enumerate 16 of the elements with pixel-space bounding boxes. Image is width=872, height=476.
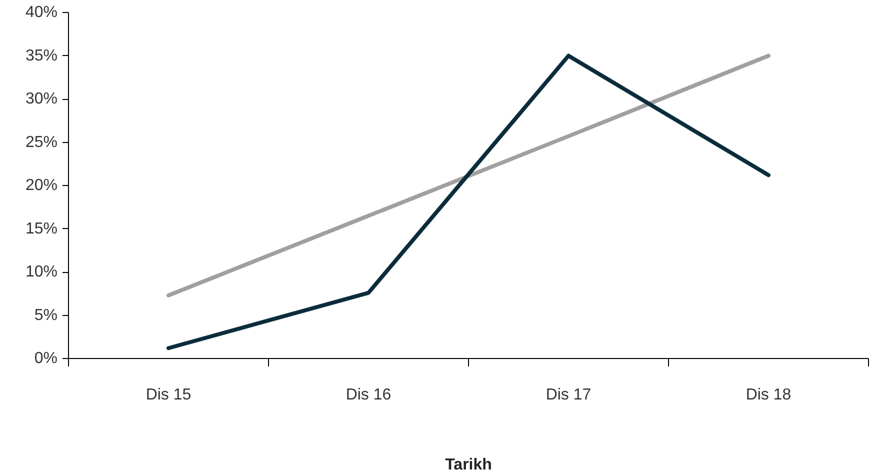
x-tick-label: Dis 17 bbox=[546, 386, 592, 404]
y-tick-label: 15% bbox=[25, 220, 58, 238]
y-tick-label: 25% bbox=[25, 134, 58, 151]
y-tick-label: 30% bbox=[25, 90, 58, 108]
y-tick-label: 20% bbox=[25, 177, 58, 194]
x-tick-label: Dis 15 bbox=[146, 386, 192, 404]
y-tick-label: 40% bbox=[25, 4, 58, 21]
line-series bbox=[166, 54, 770, 350]
line-series bbox=[166, 54, 770, 298]
y-tick-label: 10% bbox=[25, 264, 58, 280]
y-tick-label: 35% bbox=[25, 47, 58, 64]
y-tick-label: 5% bbox=[34, 306, 58, 324]
x-tick-label: Dis 16 bbox=[346, 386, 392, 404]
y-tick-label: 0% bbox=[34, 350, 58, 367]
x-axis-title: Tarikh bbox=[445, 456, 492, 474]
x-tick-label: Dis 18 bbox=[746, 386, 792, 404]
